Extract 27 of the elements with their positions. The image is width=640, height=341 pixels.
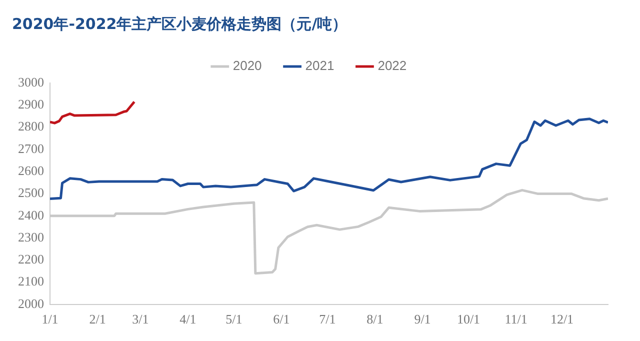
y-tick-label: 2600 — [18, 162, 44, 178]
x-tick-label: 6/1 — [273, 312, 290, 327]
x-tick-label: 8/1 — [366, 312, 384, 327]
y-tick-label: 2100 — [18, 274, 44, 289]
x-tick-label: 7/1 — [319, 312, 336, 327]
y-tick-label: 2200 — [18, 252, 44, 267]
x-tick-label: 12/1 — [550, 312, 574, 327]
legend-label: 2020 — [232, 58, 262, 74]
y-tick-label: 2900 — [18, 96, 44, 112]
x-tick-label: 10/1 — [456, 312, 480, 327]
x-tick-label: 1/1 — [42, 312, 58, 327]
y-tick-label: 2700 — [18, 140, 44, 156]
x-tick-label: 4/1 — [180, 312, 196, 327]
y-tick-label: 2800 — [18, 118, 44, 134]
legend-label: 2022 — [378, 58, 407, 74]
y-tick-label: 3000 — [18, 74, 44, 90]
y-tick-label: 2000 — [18, 296, 44, 311]
x-tick-label: 11/1 — [504, 312, 528, 327]
x-tick-label: 9/1 — [414, 312, 431, 327]
y-tick-label: 2500 — [18, 185, 44, 200]
y-tick-label: 2400 — [18, 207, 44, 222]
legend-label: 2021 — [305, 58, 334, 74]
x-tick-label: 3/1 — [132, 312, 149, 327]
chart-title: 2020年-2022年主产区小麦价格走势图（元/吨） — [12, 14, 348, 33]
x-tick-label: 5/1 — [226, 312, 242, 327]
x-tick-label: 2/1 — [89, 312, 106, 327]
y-tick-label: 2300 — [18, 229, 44, 244]
